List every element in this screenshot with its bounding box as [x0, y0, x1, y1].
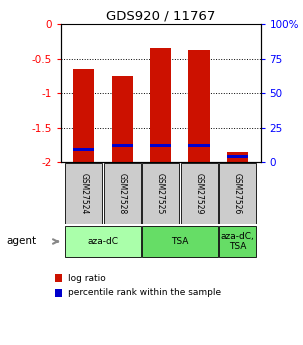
Text: aza-dC: aza-dC: [87, 237, 118, 246]
Text: aza-dC,
TSA: aza-dC, TSA: [221, 232, 255, 251]
Text: log ratio: log ratio: [68, 274, 106, 283]
Bar: [73, 69, 94, 162]
Bar: [112, 76, 133, 162]
Text: percentile rank within the sample: percentile rank within the sample: [68, 288, 221, 297]
Bar: [112, 144, 133, 147]
Text: TSA: TSA: [171, 237, 188, 246]
Bar: [142, 163, 179, 224]
Title: GDS920 / 11767: GDS920 / 11767: [106, 10, 215, 23]
Bar: [227, 152, 248, 162]
Bar: [142, 226, 218, 257]
Text: GSM27524: GSM27524: [79, 172, 88, 214]
Text: GSM27528: GSM27528: [118, 172, 127, 214]
Bar: [227, 155, 248, 158]
Bar: [181, 163, 218, 224]
Bar: [219, 163, 256, 224]
Bar: [65, 226, 141, 257]
Bar: [219, 226, 256, 257]
Bar: [65, 163, 102, 224]
Bar: [150, 48, 171, 162]
Bar: [188, 144, 210, 147]
Text: GSM27525: GSM27525: [156, 172, 165, 214]
Text: GSM27529: GSM27529: [195, 172, 204, 214]
Text: agent: agent: [6, 237, 36, 246]
Bar: [73, 148, 94, 151]
Bar: [104, 163, 141, 224]
Bar: [188, 50, 210, 162]
Text: GSM27526: GSM27526: [233, 172, 242, 214]
Bar: [150, 144, 171, 147]
